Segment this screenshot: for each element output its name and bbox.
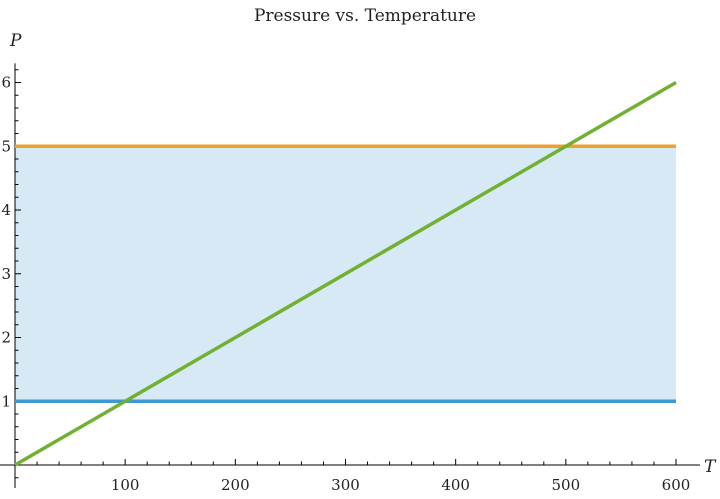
x-tick-label: 300 <box>331 476 360 494</box>
y-axis-label: P <box>9 31 22 51</box>
y-tick-label: 4 <box>1 201 11 219</box>
x-tick-label: 600 <box>662 476 691 494</box>
x-tick-label: 100 <box>111 476 140 494</box>
x-tick-label: 200 <box>221 476 250 494</box>
y-tick-label: 2 <box>1 329 11 347</box>
x-axis-label: T <box>704 457 717 477</box>
series-line-3 <box>14 80 677 467</box>
y-tick-label: 6 <box>1 74 11 92</box>
y-tick-label: 3 <box>1 265 11 283</box>
y-tick-label: 5 <box>1 137 11 155</box>
x-tick-label: 400 <box>441 476 470 494</box>
chart-title: Pressure vs. Temperature <box>254 6 476 26</box>
y-tick-label: 1 <box>1 392 11 410</box>
x-tick-label: 500 <box>552 476 581 494</box>
